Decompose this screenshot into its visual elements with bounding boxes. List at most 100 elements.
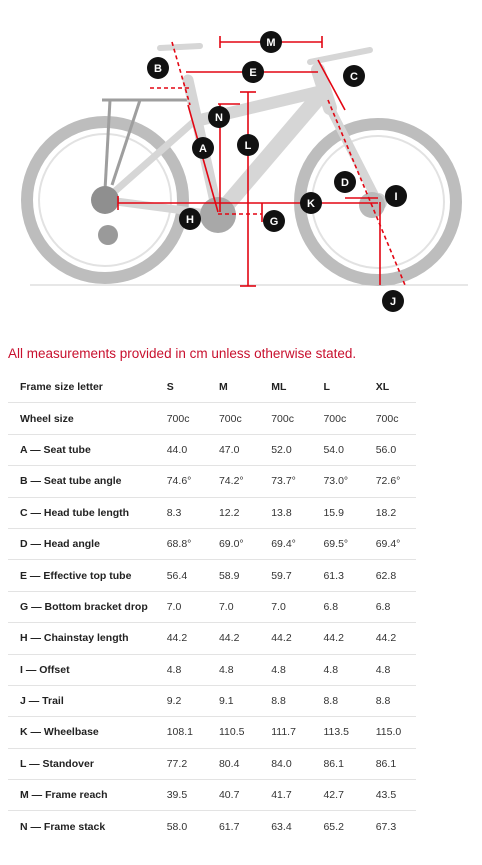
table-cell: 40.7 bbox=[206, 779, 260, 812]
table-cell: 58.9 bbox=[206, 559, 260, 592]
svg-text:K: K bbox=[307, 198, 315, 210]
table-cell: 700c bbox=[311, 402, 364, 435]
marker-c: C bbox=[343, 65, 365, 87]
table-cell: 4.8 bbox=[311, 654, 364, 686]
table-header-row: Frame size letter S M ML L XL bbox=[8, 372, 416, 404]
column-header: ML bbox=[259, 372, 312, 404]
row-label: G — Bottom bracket drop bbox=[8, 591, 155, 624]
table-cell: 67.3 bbox=[375, 820, 397, 833]
svg-text:C: C bbox=[350, 71, 358, 83]
table-cell: 61.3 bbox=[311, 559, 364, 592]
table-cell: 74.2° bbox=[206, 465, 260, 498]
measurement-markers: M B E C N A L D I K H G J bbox=[147, 31, 407, 312]
geometry-table: Frame size letter S M ML L XL Wheel size… bbox=[8, 372, 416, 842]
table-row: K — Wheelbase 108.1 110.5 111.7 113.5 115.0 bbox=[8, 716, 416, 749]
table-cell: 86.1 bbox=[311, 748, 364, 781]
table-cell: 700c bbox=[363, 402, 416, 435]
table-cell: 69.5° bbox=[311, 528, 364, 561]
table-cell: 73.0° bbox=[311, 465, 364, 498]
row-label: L — Standover bbox=[8, 748, 155, 781]
table-row: N — Frame stack 58.0 61.7 63.4 65.2 67.3 bbox=[8, 811, 416, 842]
table-cell: 700c bbox=[259, 402, 312, 435]
table-cell: 86.1 bbox=[363, 748, 416, 781]
table-cell: 7.0 bbox=[154, 591, 207, 624]
row-label: M — Frame reach bbox=[8, 779, 155, 812]
row-label: A — Seat tube bbox=[8, 434, 155, 467]
marker-j: J bbox=[382, 290, 404, 312]
marker-e: E bbox=[242, 61, 264, 83]
column-header: XL bbox=[363, 372, 416, 404]
table-cell: 43.5 bbox=[363, 779, 416, 812]
table-body: Wheel size 700c 700c 700c 700c 700c A — Seat t… bbox=[8, 402, 416, 842]
row-label: D — Head angle bbox=[8, 528, 155, 561]
table-cell: 84.0 bbox=[259, 748, 312, 781]
svg-text:I: I bbox=[394, 191, 397, 203]
table-cell: 7.0 bbox=[206, 591, 260, 624]
marker-m: M bbox=[260, 31, 282, 53]
table-cell: 69.4° bbox=[259, 528, 312, 561]
svg-text:G: G bbox=[270, 216, 279, 228]
table-cell: 73.7° bbox=[259, 465, 312, 498]
table-cell: 63.4 bbox=[271, 820, 292, 833]
table-cell: 59.7 bbox=[259, 559, 312, 592]
table-cell: 41.7 bbox=[259, 779, 312, 812]
bike-illustration: M B E C N A L D I K H G J bbox=[21, 31, 468, 312]
table-cell: 44.2 bbox=[363, 622, 416, 655]
table-cell: 69.0° bbox=[206, 528, 260, 561]
table-cell: 68.8° bbox=[154, 528, 207, 561]
table-row: B — Seat tube angle 74.6° 74.2° 73.7° 73.0° 7… bbox=[8, 465, 416, 498]
table-cell: 72.6° bbox=[363, 465, 416, 498]
table-cell: 44.2 bbox=[206, 622, 260, 655]
table-cell: 8.8 bbox=[363, 685, 416, 718]
table-cell: 108.1 bbox=[154, 716, 207, 749]
row-label: B — Seat tube angle bbox=[8, 465, 155, 498]
table-cell: 115.0 bbox=[363, 716, 416, 749]
table-cell: 4.8 bbox=[363, 654, 416, 686]
row-label: K — Wheelbase bbox=[8, 716, 155, 749]
marker-g: G bbox=[263, 210, 285, 232]
row-label: E — Effective top tube bbox=[8, 559, 155, 592]
table-cell: 47.0 bbox=[206, 434, 260, 467]
table-cell: 44.0 bbox=[154, 434, 207, 467]
table-cell: 69.4° bbox=[363, 528, 416, 561]
marker-i: I bbox=[385, 185, 407, 207]
table-cell: 700c bbox=[154, 402, 207, 435]
table-row: Wheel size 700c 700c 700c 700c 700c bbox=[8, 402, 416, 435]
table-cell: 6.8 bbox=[311, 591, 364, 624]
table-cell: 12.2 bbox=[206, 497, 260, 529]
table-row: L — Standover 77.2 80.4 84.0 86.1 86.1 bbox=[8, 748, 416, 781]
rear-rack bbox=[102, 98, 190, 191]
row-label: J — Trail bbox=[8, 685, 155, 718]
table-row: H — Chainstay length 44.2 44.2 44.2 44.2 44.2 bbox=[8, 622, 416, 655]
table-cell: 62.8 bbox=[363, 559, 416, 592]
table-cell: 39.5 bbox=[154, 779, 207, 812]
marker-l: L bbox=[237, 134, 259, 156]
bike-geometry-diagram: M B E C N A L D I K H G J bbox=[0, 0, 482, 330]
table-row: M — Frame reach 39.5 40.7 41.7 42.7 43.5 bbox=[8, 779, 416, 812]
table-cell: 15.9 bbox=[311, 497, 364, 529]
table-cell: 74.6° bbox=[154, 465, 207, 498]
table-cell: 7.0 bbox=[259, 591, 312, 624]
table-cell: 61.7 bbox=[218, 820, 240, 833]
marker-n: N bbox=[208, 106, 230, 128]
table-cell: 6.8 bbox=[363, 591, 416, 624]
table-cell: 65.2 bbox=[323, 820, 344, 833]
row-label: N — Frame stack bbox=[20, 820, 106, 833]
table-cell: 9.1 bbox=[206, 685, 260, 718]
table-cell: 18.2 bbox=[363, 497, 416, 529]
table-cell: 13.8 bbox=[259, 497, 312, 529]
marker-d: D bbox=[334, 171, 356, 193]
row-label: Wheel size bbox=[8, 402, 155, 435]
svg-text:D: D bbox=[341, 177, 349, 189]
table-cell: 4.8 bbox=[206, 654, 260, 686]
table-cell: 56.0 bbox=[363, 434, 416, 467]
table-row: E — Effective top tube 56.4 58.9 59.7 61.3 62… bbox=[8, 559, 416, 592]
table-row: I — Offset 4.8 4.8 4.8 4.8 4.8 bbox=[8, 654, 416, 686]
table-row: J — Trail 9.2 9.1 8.8 8.8 8.8 bbox=[8, 685, 416, 718]
table-cell: 700c bbox=[206, 402, 260, 435]
table-cell: 110.5 bbox=[206, 716, 260, 749]
marker-k: K bbox=[300, 192, 322, 214]
table-row: C — Head tube length 8.3 12.2 13.8 15.9 18.2 bbox=[8, 497, 416, 529]
svg-text:M: M bbox=[266, 37, 275, 49]
table-cell: 44.2 bbox=[259, 622, 312, 655]
